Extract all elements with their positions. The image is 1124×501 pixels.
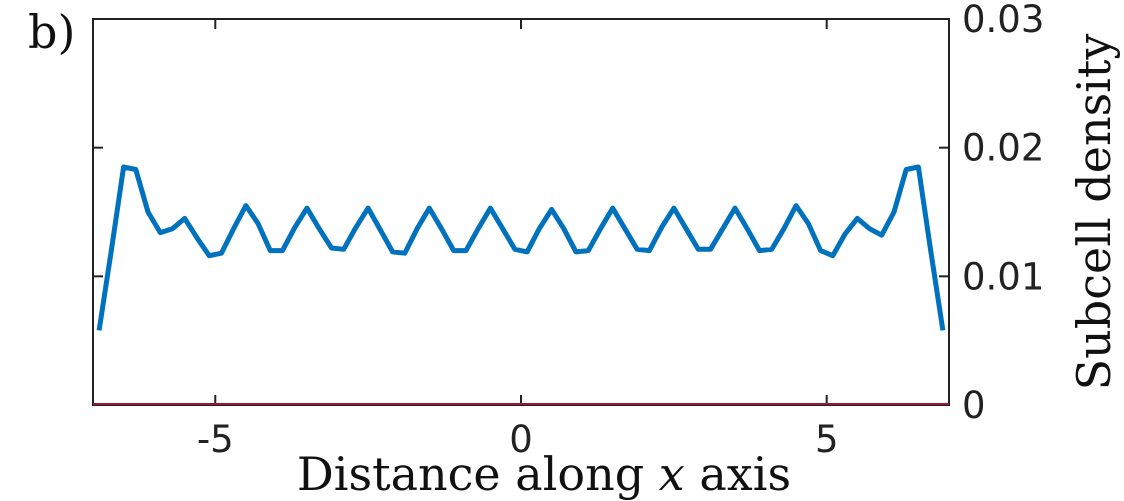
x-axis-title: Distance along x axis xyxy=(297,447,791,501)
y-tick-label: 0.01 xyxy=(962,255,1044,298)
series-layer xyxy=(93,164,949,405)
x-tick-label: 0 xyxy=(509,418,533,461)
y-axis-title: Subcell density xyxy=(1067,34,1121,391)
x-axis-title-variable: x xyxy=(659,447,685,501)
y-tick-label: 0 xyxy=(962,384,986,427)
panel-label: b) xyxy=(28,5,75,59)
plot-area-frame xyxy=(92,18,950,406)
x-axis-ticks: -5 0 5 xyxy=(197,19,839,461)
x-tick-label: -5 xyxy=(197,418,234,461)
y-tick-label: 0.03 xyxy=(962,0,1044,41)
x-axis-title-suffix: axis xyxy=(685,447,791,501)
density-series-line xyxy=(96,164,946,331)
y-axis-ticks: 0 0.01 0.02 0.03 xyxy=(93,0,1044,427)
y-tick-label: 0.02 xyxy=(962,127,1044,170)
x-axis-title-prefix: Distance along xyxy=(297,447,659,501)
x-tick-label: 5 xyxy=(815,418,839,461)
